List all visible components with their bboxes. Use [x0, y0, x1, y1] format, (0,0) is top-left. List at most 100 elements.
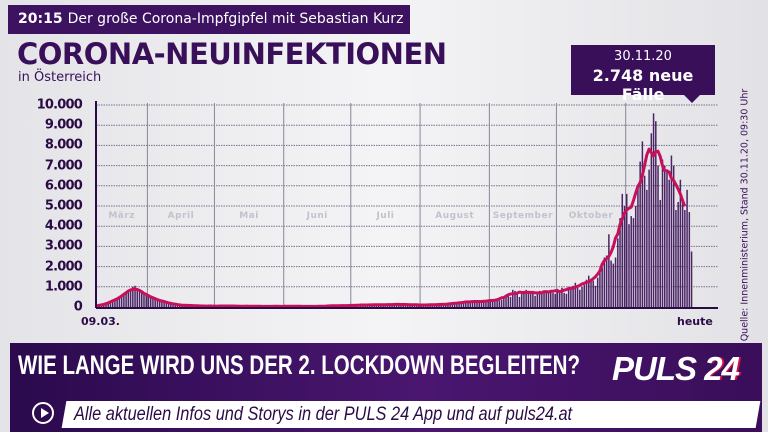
month-label: September — [493, 211, 553, 221]
bar — [670, 155, 673, 307]
program-time: 20:15 — [18, 11, 63, 27]
bar — [523, 290, 525, 307]
bar — [516, 293, 518, 307]
ticker-text: Alle aktuellen Infos und Storys in der P… — [74, 404, 573, 425]
bar — [583, 284, 586, 307]
month-label: April — [168, 211, 195, 221]
bar — [527, 291, 530, 307]
bar — [625, 193, 628, 307]
bar — [643, 175, 646, 307]
bar — [518, 296, 521, 307]
bar — [120, 296, 123, 307]
y-tick-label: 4.000 — [44, 218, 83, 234]
bar — [572, 285, 574, 307]
bar — [612, 263, 615, 307]
bar — [617, 238, 619, 307]
bar — [498, 300, 501, 307]
bar — [462, 302, 465, 307]
bar — [123, 294, 125, 307]
bar — [118, 297, 121, 307]
bar — [465, 301, 467, 307]
bar — [116, 298, 118, 307]
bar — [161, 300, 163, 307]
bar — [639, 161, 641, 307]
bar — [652, 113, 655, 308]
x-start-label: 09.03. — [81, 315, 120, 328]
logo-text: PULS — [612, 350, 697, 387]
bar — [132, 286, 134, 307]
bar — [145, 294, 147, 307]
bar — [558, 290, 561, 307]
bar — [158, 300, 161, 307]
bar — [563, 292, 565, 307]
bar — [482, 300, 485, 307]
bar — [684, 210, 686, 307]
bar — [608, 234, 610, 307]
bar — [641, 141, 644, 307]
bar — [554, 293, 556, 307]
bar — [440, 305, 442, 307]
bar — [628, 224, 630, 307]
bar — [594, 285, 597, 307]
bar — [681, 199, 684, 307]
bar — [581, 286, 583, 307]
callout-pointer — [684, 95, 700, 103]
month-label: März — [108, 211, 135, 221]
bar — [127, 290, 130, 307]
callout-value: 2.748 neue Fälle — [592, 66, 694, 104]
month-label: Mai — [239, 211, 259, 221]
bar — [460, 302, 463, 307]
bar — [601, 267, 603, 307]
bar — [614, 257, 617, 307]
bar — [556, 288, 559, 307]
bar — [525, 289, 527, 307]
bar — [453, 302, 456, 307]
bar — [149, 296, 152, 307]
bar — [661, 159, 664, 307]
y-tick-label: 9.000 — [44, 117, 83, 133]
bar — [167, 301, 170, 307]
y-tick-label: 1.000 — [44, 279, 83, 295]
bar — [619, 218, 621, 307]
bar — [136, 289, 139, 307]
bar — [679, 179, 682, 307]
month-label: Juni — [306, 211, 328, 221]
bar — [467, 301, 469, 307]
bar — [610, 260, 612, 307]
bar — [172, 303, 174, 307]
bar — [489, 299, 492, 307]
bar — [471, 300, 474, 307]
logo-number: 24 — [704, 350, 740, 387]
y-tick-label: 6.000 — [44, 178, 83, 194]
month-label: August — [435, 211, 474, 221]
bar — [96, 306, 98, 307]
bar — [592, 280, 594, 307]
bar — [552, 292, 554, 307]
x-end-label: heute — [677, 315, 713, 328]
bar — [590, 278, 592, 307]
y-tick-label: 0 — [73, 299, 83, 315]
bar — [478, 301, 480, 307]
bar — [541, 292, 543, 307]
bar — [677, 201, 679, 307]
bar — [547, 290, 550, 307]
bar — [603, 257, 606, 307]
bar — [668, 179, 670, 307]
bar — [686, 189, 688, 307]
bar — [480, 301, 483, 307]
bar — [469, 301, 472, 307]
bar — [634, 206, 637, 307]
bar — [500, 299, 503, 307]
bar — [503, 297, 505, 307]
bar — [588, 275, 590, 307]
chart-title: CORONA-NEUINFEKTIONEN — [17, 37, 447, 71]
bar — [623, 206, 626, 307]
y-tick-label: 3.000 — [44, 238, 83, 254]
bar — [105, 303, 107, 307]
bar — [147, 295, 150, 307]
program-banner: 20:15 Der große Corona-Impfgipfel mit Seb… — [8, 5, 410, 34]
bar — [125, 292, 127, 307]
bar — [657, 165, 659, 307]
bar — [646, 189, 648, 307]
bar — [487, 301, 489, 307]
